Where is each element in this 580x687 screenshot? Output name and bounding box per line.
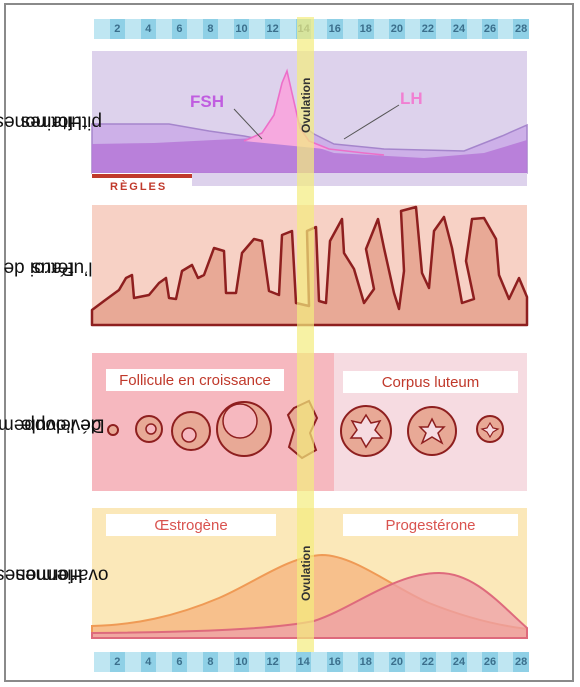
day-cell	[466, 19, 483, 39]
pituitary-bottom-band	[192, 173, 527, 186]
day-cell	[342, 652, 359, 672]
day-cell	[373, 652, 390, 672]
day-cell	[311, 652, 327, 672]
day-cell	[280, 652, 296, 672]
menses-bar	[92, 174, 192, 178]
lh-base-area	[92, 78, 527, 173]
day-cell	[94, 19, 110, 39]
estrogen-label: Œstrogène	[106, 514, 276, 536]
day-cell	[497, 652, 514, 672]
day-cell	[342, 19, 359, 39]
fsh-label: FSH	[190, 92, 224, 111]
day-label: 4	[140, 19, 157, 39]
day-cell	[404, 19, 421, 39]
day-label: 24	[451, 19, 467, 39]
progesterone-area	[91, 571, 528, 639]
day-label: 6	[171, 652, 188, 672]
day-cell	[280, 19, 296, 39]
day-label: 14	[295, 652, 312, 672]
ovulation-label-top: Ovulation	[299, 78, 313, 133]
day-scale-bottom: 2 4 6 8 10 12 14 16 18 20 22 24 26 28	[94, 652, 529, 672]
row-label-ovum: Développementde l’ovule	[0, 414, 106, 436]
day-label: 8	[202, 19, 219, 39]
day-cell	[156, 19, 172, 39]
day-label: 4	[140, 652, 157, 672]
day-label: 2	[109, 652, 126, 672]
day-cell	[187, 652, 203, 672]
day-label: 26	[482, 652, 498, 672]
day-cell	[94, 652, 110, 672]
day-label: 16	[326, 19, 343, 39]
day-label: 8	[202, 652, 219, 672]
day-cell	[373, 19, 390, 39]
ovulation-band	[297, 17, 314, 667]
menses-label: RÈGLES	[110, 181, 168, 193]
day-cell	[466, 652, 483, 672]
lh-pointer	[343, 104, 400, 140]
progesterone-label: Progestérone	[343, 514, 518, 536]
day-cell	[218, 652, 234, 672]
day-cell	[187, 19, 203, 39]
day-cell	[404, 652, 421, 672]
day-cell	[249, 652, 265, 672]
row-label-pituitary: Hormones pituitaires	[0, 111, 103, 133]
day-label: 28	[513, 19, 529, 39]
day-cell	[435, 652, 452, 672]
day-cell	[435, 19, 452, 39]
day-cell	[311, 19, 327, 39]
day-label: 6	[171, 19, 188, 39]
fsh-pointer	[233, 108, 263, 140]
day-label: 18	[358, 652, 374, 672]
day-label: 18	[358, 19, 374, 39]
follicle-stages	[107, 399, 504, 460]
day-cell	[125, 19, 141, 39]
day-cell	[156, 652, 172, 672]
day-label: 24	[451, 652, 467, 672]
corpus-luteum-label: Corpus luteum	[343, 371, 518, 393]
cycle-panels: Ovulation Ovulation FSH LH	[90, 17, 529, 667]
day-label: 20	[389, 652, 405, 672]
ovulation-label-bottom: Ovulation	[299, 546, 313, 601]
day-label: 22	[420, 652, 436, 672]
day-cell	[497, 19, 514, 39]
day-label: 26	[482, 19, 498, 39]
day-cell	[218, 19, 234, 39]
day-label: 22	[420, 19, 436, 39]
lh-peak-area	[243, 68, 385, 156]
row-label-uterus: Paroi de l’utérus	[3, 257, 93, 278]
follicle-1	[107, 424, 119, 436]
follicle-label: Follicule en croissance	[106, 369, 284, 391]
day-label: 16	[326, 652, 343, 672]
day-label: 12	[264, 19, 281, 39]
row-label-ovarian: Hormones ovariennes	[0, 564, 108, 586]
day-label: 10	[233, 652, 250, 672]
day-cell	[249, 19, 265, 39]
day-label: 20	[389, 19, 405, 39]
day-label: 12	[264, 652, 281, 672]
day-label: 10	[233, 19, 250, 39]
day-label: 2	[109, 19, 126, 39]
day-cell	[125, 652, 141, 672]
day-label: 28	[513, 652, 529, 672]
lh-label: LH	[400, 89, 423, 108]
